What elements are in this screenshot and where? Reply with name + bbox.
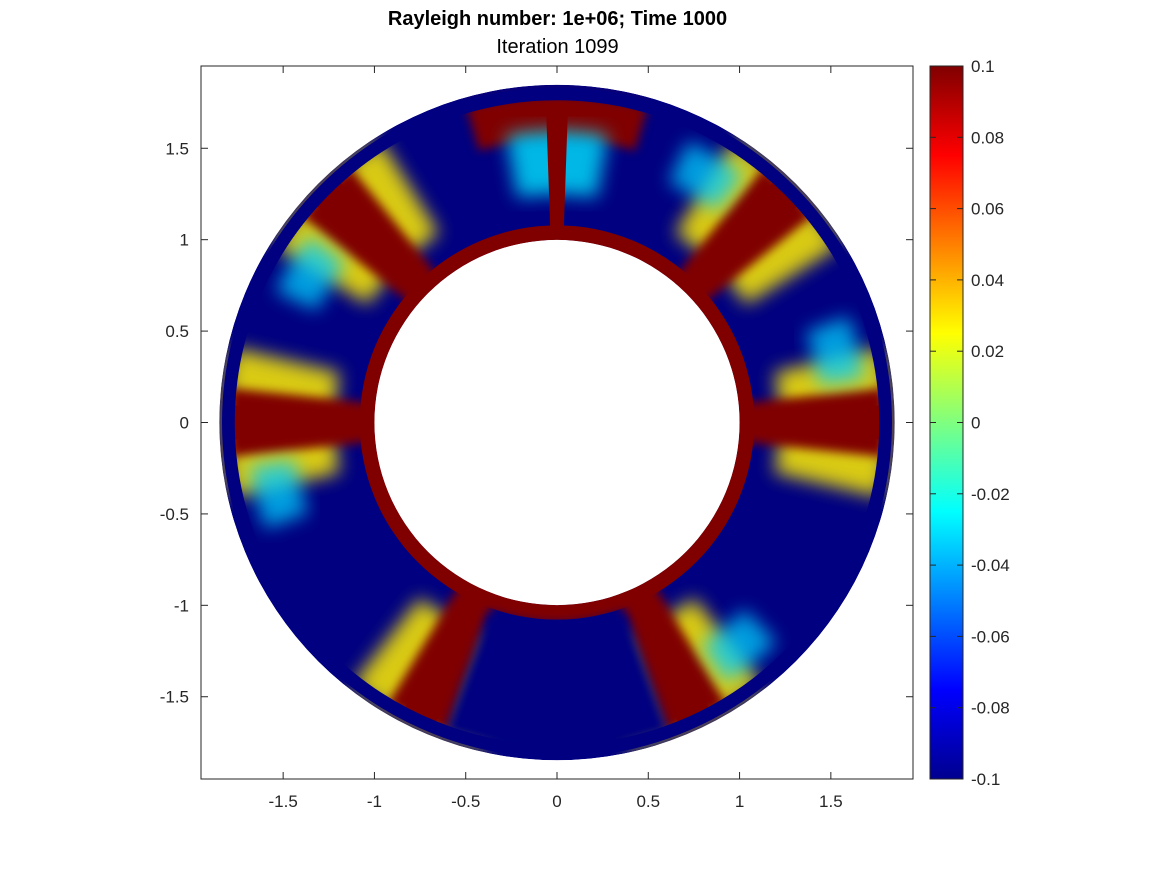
x-tick-label: 0 bbox=[552, 792, 561, 811]
plume-cap-0 bbox=[466, 93, 648, 241]
y-tick-label: -1.5 bbox=[160, 688, 189, 707]
colorbar-tick-label: -0.08 bbox=[971, 699, 1010, 718]
y-tick-label: 0.5 bbox=[165, 322, 189, 341]
colorbar-tick-label: 0.04 bbox=[971, 271, 1004, 290]
x-tick-label: -0.5 bbox=[451, 792, 480, 811]
plume-hot-sheet-4 bbox=[224, 347, 376, 529]
outer-cold-rim bbox=[221, 87, 893, 758]
x-tick-label: 1 bbox=[735, 792, 744, 811]
x-tick-label: -1 bbox=[367, 792, 382, 811]
colorbar-tick-label: 0.06 bbox=[971, 200, 1004, 219]
y-tick-label: 0 bbox=[180, 414, 189, 433]
chart-subtitle: Iteration 1099 bbox=[496, 36, 619, 58]
colorbar-tick-label: -0.02 bbox=[971, 485, 1010, 504]
y-tick-label: 1.5 bbox=[165, 139, 189, 158]
colorbar-tick-label: 0.08 bbox=[971, 128, 1004, 147]
colorbar-axis: 0.1 0.08 0.06 0.04 0.02 0 -0.02 -0.04 -0.06 -0.08… bbox=[930, 57, 1010, 789]
y-tick-label: -0.5 bbox=[160, 505, 189, 524]
x-tick-label: 0.5 bbox=[636, 792, 660, 811]
y-axis: 1.5 1 0.5 0 -0.5 -1 -1.5 bbox=[160, 139, 913, 707]
chart-title: Rayleigh number: 1e+06; Time 1000 bbox=[387, 8, 728, 30]
y-tick-label: 1 bbox=[180, 231, 189, 250]
plume-hot-sheet-3 bbox=[738, 316, 890, 498]
x-axis: -1.5 -1 -0.5 0 0.5 1 1.5 bbox=[269, 66, 843, 811]
plume-cold-core-7 bbox=[444, 611, 670, 752]
plume-hot-sheet-2 bbox=[275, 140, 443, 311]
colorbar-tick-label: 0.1 bbox=[971, 57, 995, 76]
colorbar-tick-label: -0.06 bbox=[971, 627, 1010, 646]
inner-hole bbox=[374, 239, 740, 606]
x-tick-label: -1.5 bbox=[269, 792, 298, 811]
plume-hot-sheet-1 bbox=[668, 140, 839, 308]
x-tick-label: 1.5 bbox=[819, 792, 843, 811]
colorbar-tick-label: 0 bbox=[971, 414, 980, 433]
y-tick-label: -1 bbox=[174, 596, 189, 615]
colorbar-tick-label: -0.04 bbox=[971, 556, 1010, 575]
colorbar-tick-label: -0.1 bbox=[971, 770, 1000, 789]
colorbar-tick-label: 0.02 bbox=[971, 342, 1004, 361]
